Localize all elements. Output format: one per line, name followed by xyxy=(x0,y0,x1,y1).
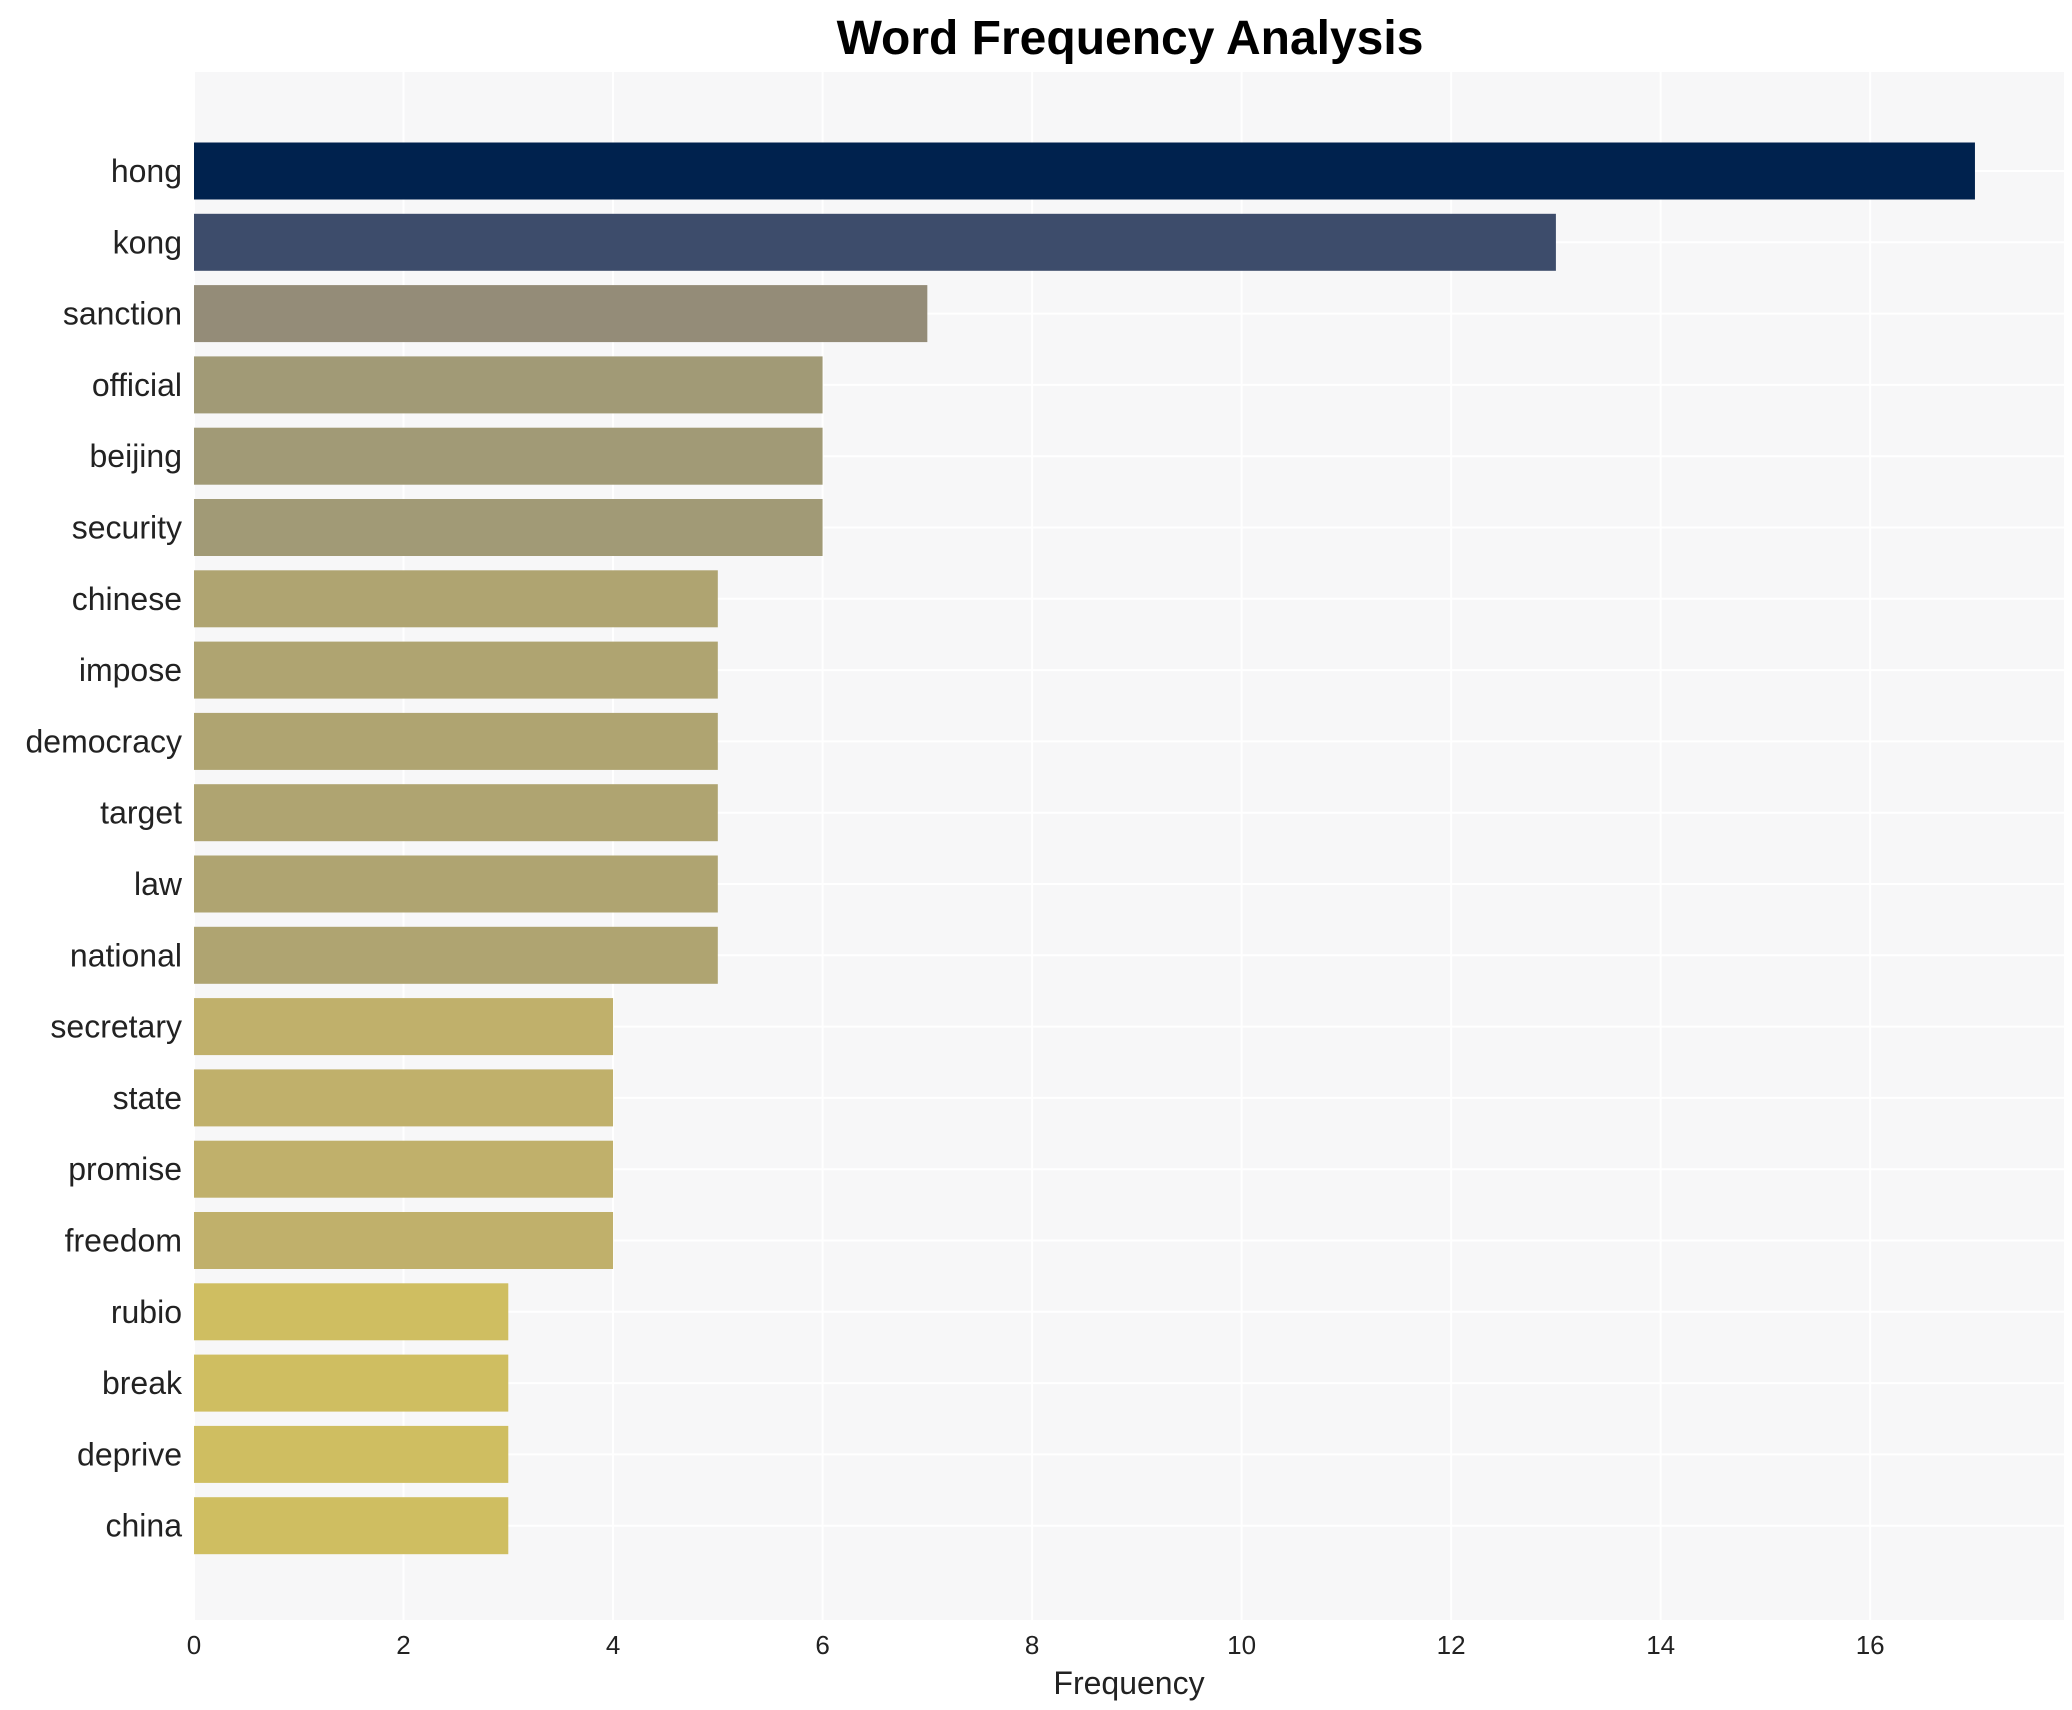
x-tick-label-0: 0 xyxy=(187,1630,201,1660)
category-label-promise: promise xyxy=(68,1151,182,1187)
bar-official xyxy=(194,356,823,414)
category-label-beijing: beijing xyxy=(89,438,182,474)
bar-hong xyxy=(194,142,1975,200)
x-axis-label: Frequency xyxy=(1053,1665,1204,1701)
bar-security xyxy=(194,499,823,556)
bar-promise xyxy=(194,1140,614,1198)
chart-title: Word Frequency Analysis xyxy=(837,12,1424,65)
x-tick-label-2: 2 xyxy=(396,1630,410,1660)
bar-sanction xyxy=(194,285,928,343)
bar-target xyxy=(194,784,718,842)
category-label-target: target xyxy=(100,795,182,831)
bar-national xyxy=(194,926,718,984)
category-label-state: state xyxy=(113,1080,182,1116)
category-label-democracy: democracy xyxy=(26,723,183,759)
bar-impose xyxy=(194,641,718,699)
bar-democracy xyxy=(194,712,718,770)
bar-state xyxy=(194,1069,614,1127)
bar-break xyxy=(194,1354,509,1412)
x-tick-label-12: 12 xyxy=(1437,1630,1466,1660)
bar-secretary xyxy=(194,998,614,1056)
x-tick-label-14: 14 xyxy=(1646,1630,1675,1660)
bar-chinese xyxy=(194,570,718,628)
bar-rubio xyxy=(194,1283,509,1341)
x-tick-label-16: 16 xyxy=(1856,1630,1885,1660)
x-tick-label-4: 4 xyxy=(606,1630,620,1660)
x-tick-label-10: 10 xyxy=(1227,1630,1256,1660)
category-labels: hong kong sanction official beijing security c… xyxy=(26,153,184,1544)
bar-kong xyxy=(194,213,1556,271)
category-label-break: break xyxy=(102,1365,183,1401)
category-label-sanction: sanction xyxy=(63,296,182,332)
category-label-china: china xyxy=(106,1508,183,1544)
x-tick-label-8: 8 xyxy=(1025,1630,1039,1660)
category-label-security: security xyxy=(72,510,182,546)
category-label-hong: hong xyxy=(111,153,182,189)
category-label-deprive: deprive xyxy=(77,1436,182,1472)
bars xyxy=(194,142,1975,1555)
category-label-kong: kong xyxy=(113,224,182,260)
x-tick-labels: 0 2 4 6 8 10 12 14 16 xyxy=(187,1630,1885,1660)
bar-china xyxy=(194,1497,509,1555)
category-label-impose: impose xyxy=(79,652,182,688)
category-label-secretary: secretary xyxy=(50,1009,182,1045)
category-label-national: national xyxy=(70,937,182,973)
category-label-law: law xyxy=(134,866,183,902)
bar-law xyxy=(194,855,718,913)
bar-deprive xyxy=(194,1425,509,1483)
bar-freedom xyxy=(194,1212,614,1269)
bar-beijing xyxy=(194,427,823,485)
x-tick-label-6: 6 xyxy=(815,1630,829,1660)
category-label-chinese: chinese xyxy=(72,581,182,617)
category-label-rubio: rubio xyxy=(111,1294,182,1330)
category-label-official: official xyxy=(92,367,182,403)
category-label-freedom: freedom xyxy=(65,1223,182,1259)
